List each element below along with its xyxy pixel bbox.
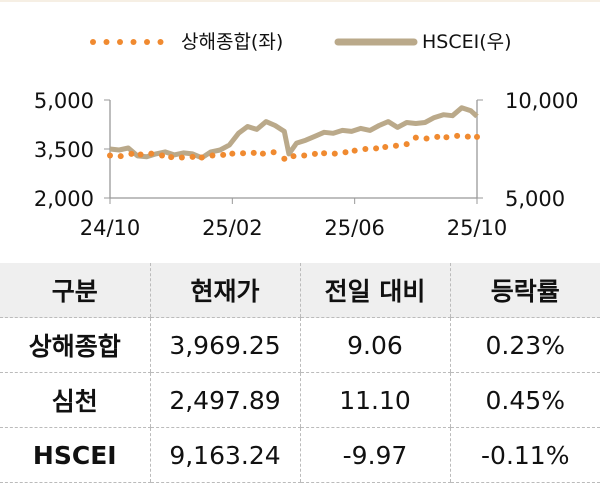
series-point-shanghai <box>443 134 450 141</box>
row-rate: -0.11% <box>449 427 600 483</box>
series-point-shanghai <box>464 133 471 140</box>
x-tick-label: 24/10 <box>80 216 141 240</box>
series-point-shanghai <box>403 141 410 148</box>
row-name: 상해종합 <box>0 317 150 373</box>
series-line-hscei <box>109 105 479 161</box>
header-category: 구분 <box>0 263 150 318</box>
y-right-tick-label: 10,000 <box>505 89 578 113</box>
series-point-shanghai <box>240 150 247 157</box>
series-point-shanghai <box>454 132 461 139</box>
series-point-shanghai <box>281 155 288 162</box>
series-point-shanghai <box>311 150 318 157</box>
row-name: HSCEI <box>0 427 150 483</box>
legend <box>90 38 418 46</box>
series-point-shanghai <box>392 142 399 149</box>
series-point-shanghai <box>220 151 227 158</box>
series-point-shanghai <box>412 134 419 141</box>
y-left-tick-label: 5,000 <box>34 89 94 113</box>
y-left-tick-label: 3,500 <box>34 138 94 162</box>
legend-dot <box>90 39 96 45</box>
series-point-shanghai <box>373 145 380 152</box>
series-point-shanghai <box>229 150 236 157</box>
series-point-shanghai <box>382 144 389 151</box>
series-point-shanghai <box>351 147 358 154</box>
header-change: 전일 대비 <box>299 263 450 318</box>
legend-dot <box>144 39 150 45</box>
table-header-row: 구분 현재가 전일 대비 등락률 <box>0 263 600 318</box>
y-right-tick-label: 5,000 <box>505 187 565 211</box>
series-point-shanghai <box>362 146 369 152</box>
series-point-shanghai <box>301 152 308 159</box>
series-point-shanghai <box>107 152 113 159</box>
x-tick-label: 25/02 <box>202 216 263 240</box>
series-point-shanghai <box>189 153 196 160</box>
legend-dot <box>130 39 137 45</box>
series-point-shanghai <box>178 154 185 161</box>
row-change: 11.10 <box>299 372 450 428</box>
legend-dot <box>103 39 110 45</box>
series-point-shanghai <box>474 133 480 140</box>
row-change: 9.06 <box>299 317 450 373</box>
table-row: 상해종합 3,969.25 9.06 0.23% <box>0 317 600 373</box>
legend-label-hscei: HSCEI(우) <box>422 31 512 53</box>
series-point-shanghai <box>168 154 175 161</box>
series-point-shanghai <box>331 150 338 157</box>
x-tick-label: 25/10 <box>447 216 508 240</box>
x-tick-label: 25/06 <box>324 216 385 240</box>
row-name: 심천 <box>0 372 150 428</box>
series-point-shanghai <box>423 135 430 142</box>
series-point-shanghai <box>117 153 124 160</box>
series-point-shanghai <box>434 133 441 140</box>
series-point-shanghai <box>259 150 266 157</box>
header-rate: 등락률 <box>449 263 600 318</box>
legend-dot <box>157 39 164 45</box>
index-table: 구분 현재가 전일 대비 등락률 상해종합 3,969.25 9.06 0.23… <box>0 263 600 483</box>
top-border <box>0 0 600 2</box>
table-row: 심천 2,497.89 11.10 0.45% <box>0 372 600 428</box>
row-rate: 0.45% <box>449 372 600 428</box>
y-left-tick-label: 2,000 <box>34 187 94 211</box>
series-point-shanghai <box>158 152 165 159</box>
series-point-shanghai <box>128 150 135 157</box>
legend-label-shanghai: 상해종합(좌) <box>181 31 284 53</box>
legend-dot <box>117 39 123 45</box>
series-point-shanghai <box>342 149 349 156</box>
row-price: 9,163.24 <box>149 427 300 483</box>
series-point-shanghai <box>148 150 155 157</box>
series-point-shanghai <box>137 151 144 158</box>
series-point-shanghai <box>270 149 277 156</box>
row-rate: 0.23% <box>449 317 600 373</box>
chart: 5,000 3,500 2,000 10,000 5,000 24/10 25/02 25/0… <box>34 38 578 240</box>
row-price: 3,969.25 <box>149 317 300 373</box>
row-price: 2,497.89 <box>149 372 300 428</box>
header-price: 현재가 <box>149 263 300 318</box>
series-point-shanghai <box>290 153 297 160</box>
table-row: HSCEI 9,163.24 -9.97 -0.11% <box>0 427 600 483</box>
series-point-shanghai <box>209 152 216 159</box>
series-point-shanghai <box>250 149 257 156</box>
series-point-shanghai <box>198 154 205 161</box>
row-change: -9.97 <box>299 427 450 483</box>
series-point-shanghai <box>321 150 328 157</box>
